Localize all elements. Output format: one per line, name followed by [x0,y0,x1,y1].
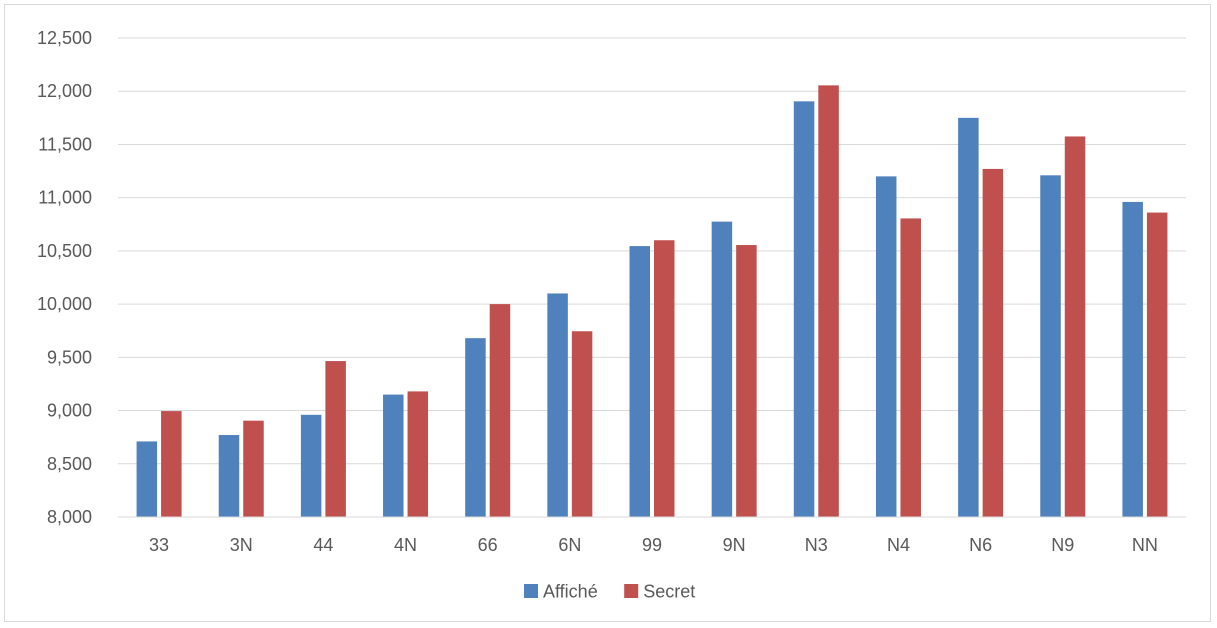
bar-affich--n9 [1040,175,1061,517]
y-tick-label: 12,500 [37,28,92,48]
bar-affich--n6 [958,117,979,517]
bar-secret-33 [161,411,182,517]
bar-affich--3n [218,435,240,517]
bar-secret-n4 [900,218,921,517]
bar-secret-44 [325,361,346,517]
bar-secret-99 [654,240,675,517]
x-tick-label: N6 [969,535,992,555]
bar-affich--33 [136,441,158,517]
y-tick-label: 12,000 [37,81,92,101]
y-tick-label: 10,500 [37,241,92,261]
legend-label: Secret [643,582,695,602]
bar-affich--n4 [875,176,897,517]
bar-secret-4n [407,391,429,517]
bar-secret-3n [243,420,264,517]
bar-secret-n9 [1064,136,1086,517]
y-tick-label: 9,500 [47,347,92,367]
bar-affich--66 [465,338,486,517]
y-tick-label: 10,000 [37,294,92,314]
y-tick-label: 11,000 [38,188,92,208]
bar-affich--9n [711,221,733,517]
gridlines [118,37,1186,465]
bar-secret-66 [489,304,511,517]
x-tick-label: 99 [642,535,662,555]
bar-secret-n6 [982,168,1004,517]
x-tick-label: NN [1132,535,1158,555]
x-tick-label: 33 [149,535,169,555]
y-tick-label: 8,000 [47,507,92,527]
legend-swatch [624,584,639,598]
y-tick-label: 11,500 [38,134,92,154]
x-tick-label: 9N [723,535,746,555]
bar-secret-6n [571,331,593,517]
legend-item-secret: Secret [624,582,695,602]
bar-secret-nn [1146,212,1168,517]
bar-affich--6n [547,293,568,517]
bars [136,85,1168,518]
x-tick-label: 4N [394,535,417,555]
legend: Affiché Secret [524,582,695,602]
bar-affich--99 [629,246,650,518]
bar-affich--44 [300,414,322,517]
y-tick-label: 9,000 [47,401,92,421]
legend-item-affich-: Affiché [524,582,598,602]
x-tick-label: N3 [805,535,828,555]
bar-affich--nn [1122,201,1143,517]
bar-affich--4n [383,394,404,517]
chart-frame: 8,000 8,500 9,000 9,500 10,000 10,500 11,000 11… [4,4,1211,622]
bar-chart: 8,000 8,500 9,000 9,500 10,000 10,500 11,000 11… [37,28,1186,602]
legend-swatch [524,584,538,598]
bar-secret-n3 [818,85,839,518]
x-tick-label: N9 [1051,535,1074,555]
x-tick-label: 6N [558,535,581,555]
x-tick-label: N4 [887,535,910,555]
x-tick-label: 3N [230,535,253,555]
y-tick-label: 8,500 [47,454,92,474]
x-tick-label: 44 [313,535,333,555]
bar-affich--n3 [793,101,815,517]
legend-label: Affiché [543,582,598,602]
bar-secret-9n [736,245,757,518]
tick-labels: 8,000 8,500 9,000 9,500 10,000 10,500 11,000 11… [37,28,1158,555]
x-tick-label: 66 [478,535,498,555]
